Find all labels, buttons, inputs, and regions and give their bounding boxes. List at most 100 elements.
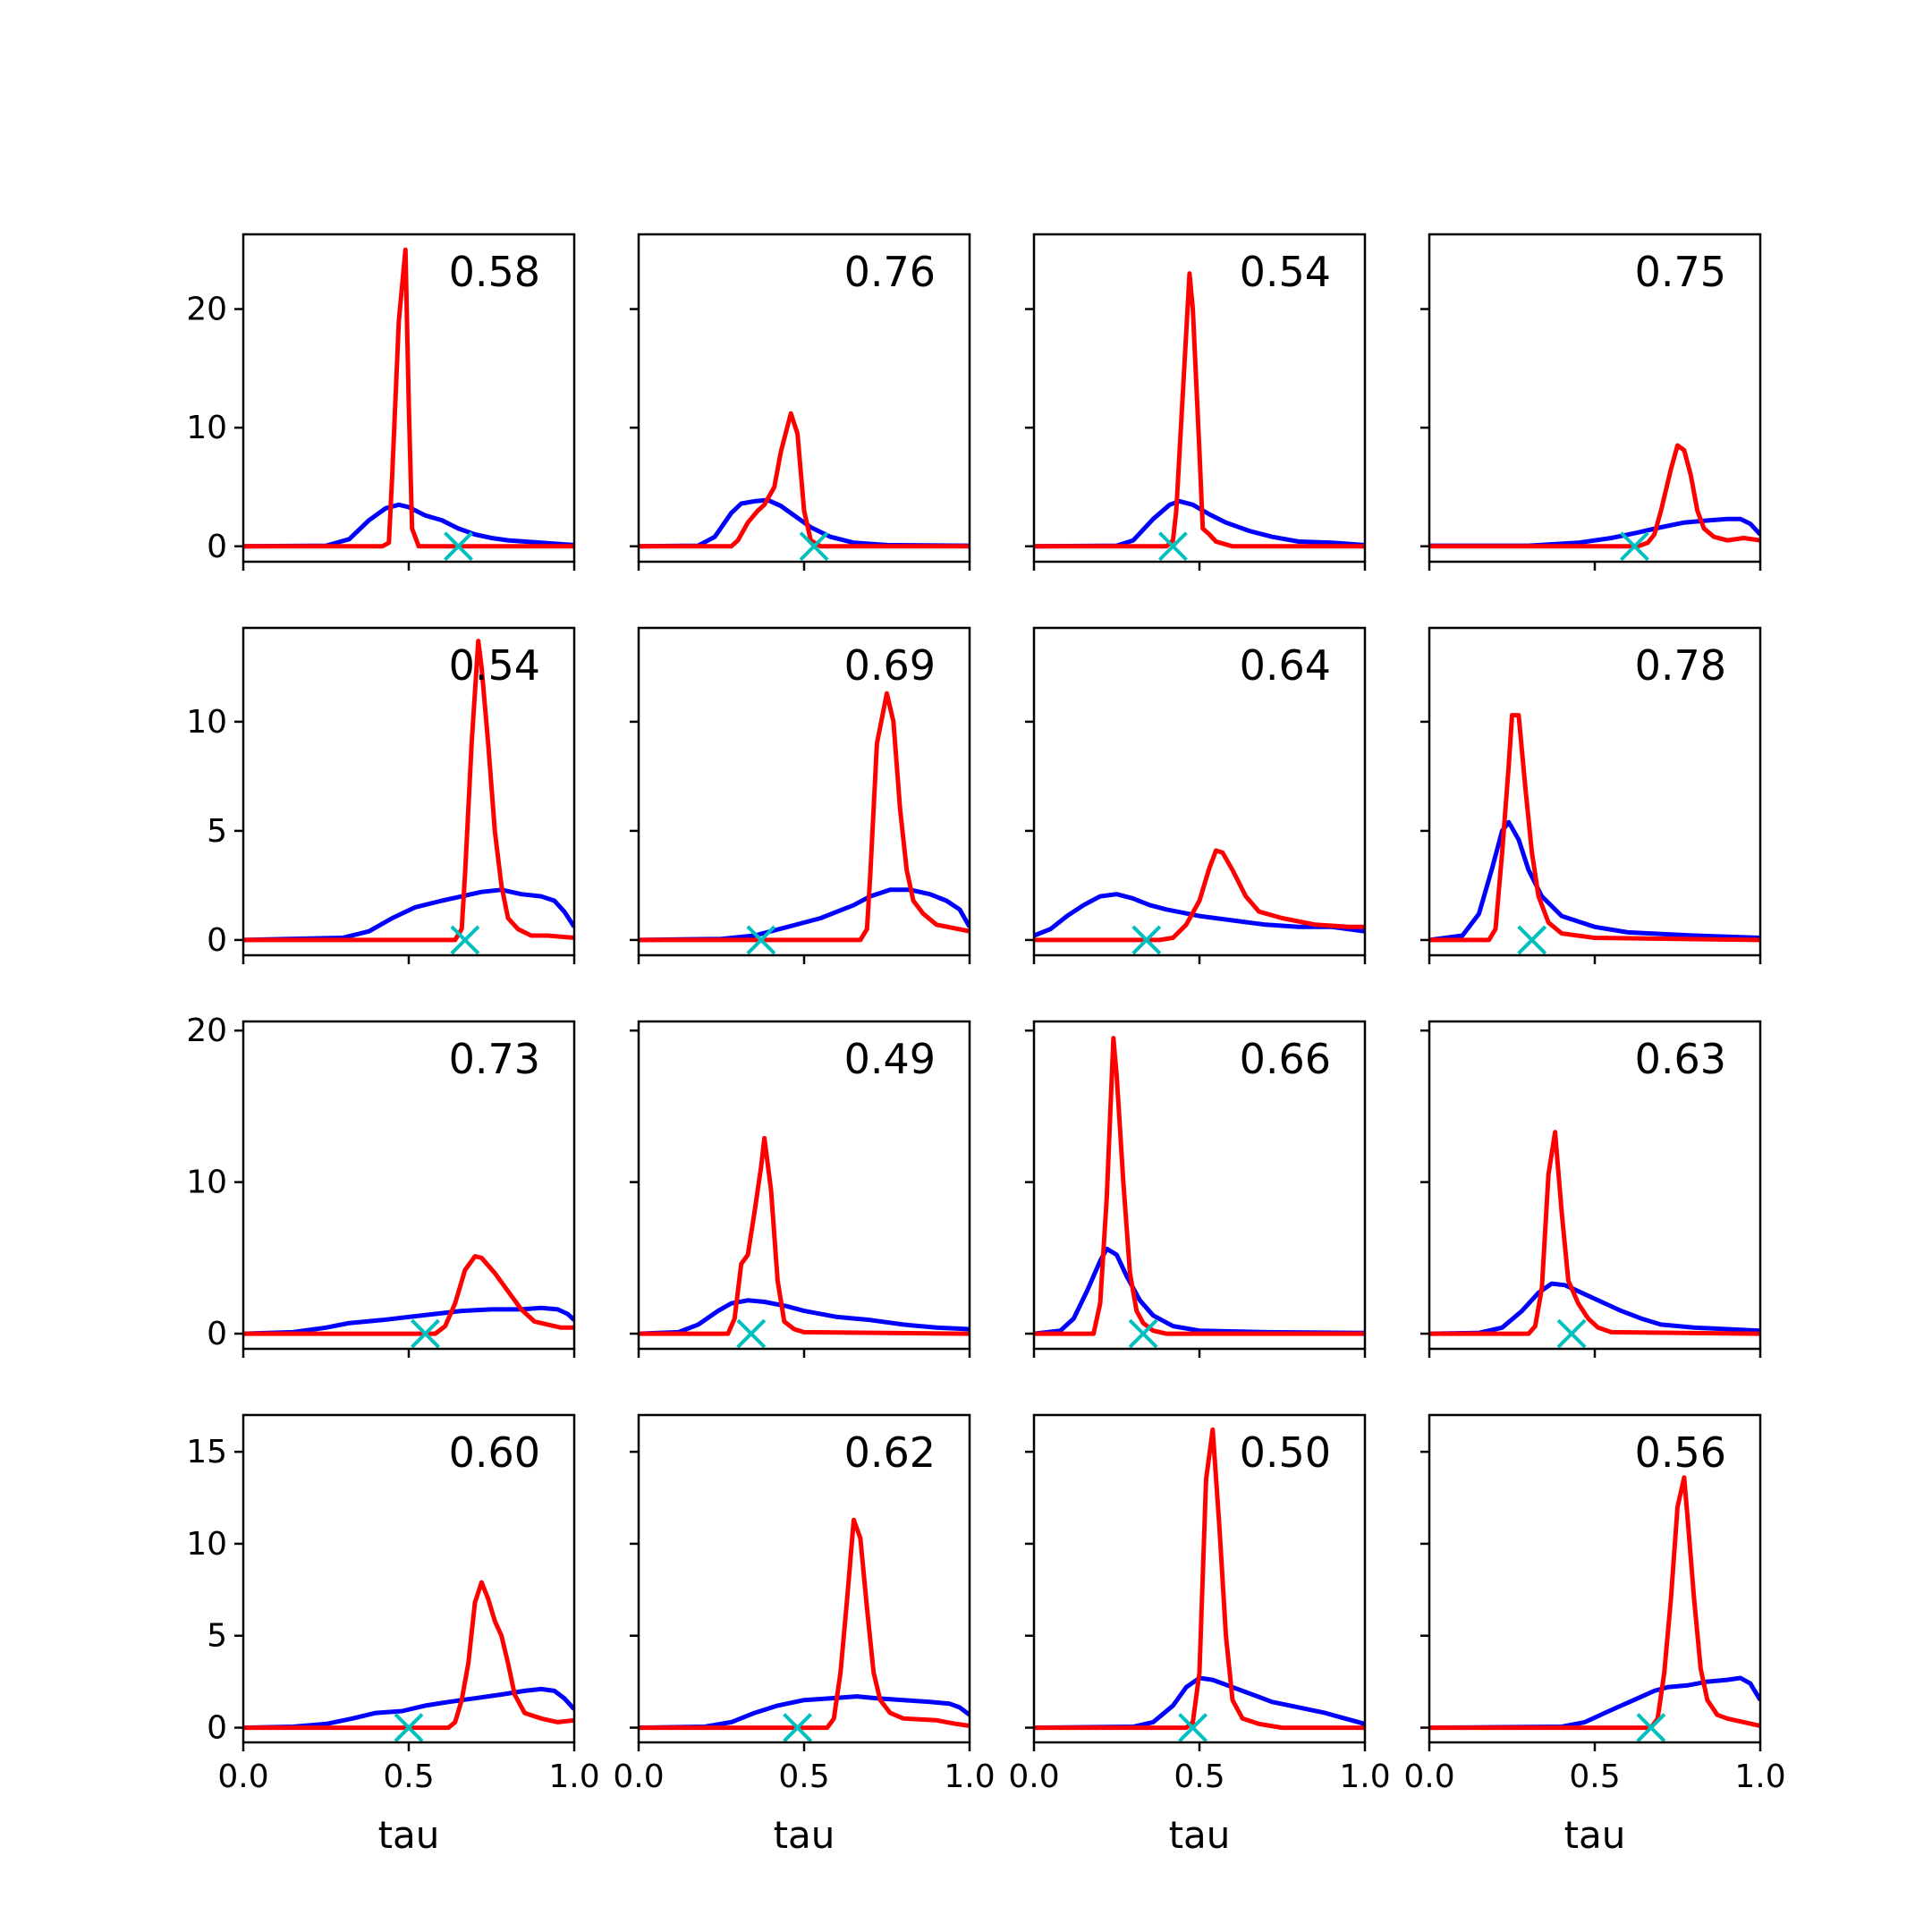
panel-13: 0 5 10 15 0.0 0.5 1.0 tau 0.60 — [186, 1413, 600, 1857]
panel-15: 0.0 0.5 1.0 tau 0.50 — [1008, 1413, 1391, 1857]
panel-7: 0.64 — [1025, 626, 1367, 964]
panel-12: 0.63 — [1420, 1020, 1762, 1358]
x-marker — [411, 1318, 440, 1349]
x-tick-label: 0.5 — [383, 1758, 434, 1795]
series-line-red — [243, 639, 574, 943]
x-marker — [746, 925, 776, 955]
panel-8: 0.78 — [1420, 626, 1762, 964]
series-line-blue — [243, 1686, 574, 1731]
panel-value-label: 0.50 — [1240, 1428, 1331, 1477]
panel-value-label: 0.76 — [844, 248, 936, 296]
series-line-red — [1034, 1427, 1365, 1731]
x-tick-label: 0.0 — [1008, 1758, 1059, 1795]
y-tick-label: 0 — [207, 529, 227, 565]
series-line-blue — [639, 1694, 970, 1731]
x-tick-label: 0.5 — [778, 1758, 829, 1795]
x-marker — [1178, 1713, 1208, 1742]
y-tick-label: 10 — [186, 704, 227, 741]
series-line-red — [243, 247, 574, 549]
panel-value-label: 0.78 — [1635, 641, 1726, 690]
series-line-blue — [1034, 892, 1365, 938]
x-tick-label: 1.0 — [1339, 1758, 1390, 1795]
series-line-red — [243, 1580, 574, 1731]
y-tick-label: 0 — [207, 922, 227, 959]
x-tick-label: 0.0 — [1403, 1758, 1454, 1795]
x-marker — [450, 925, 480, 955]
x-axis-label: tau — [774, 1813, 835, 1857]
panel-3: 0.54 — [1025, 233, 1367, 571]
series-line-red — [639, 1517, 970, 1731]
series-line-blue — [1034, 1675, 1365, 1731]
series-line-red — [1429, 713, 1760, 943]
panel-value-label: 0.62 — [844, 1428, 936, 1477]
panel-value-label: 0.66 — [1240, 1035, 1331, 1083]
x-tick-label: 1.0 — [1734, 1758, 1785, 1795]
panel-14: 0.0 0.5 1.0 tau 0.62 — [613, 1413, 996, 1857]
series-line-blue — [1034, 1246, 1365, 1336]
x-axis-label: tau — [1564, 1813, 1626, 1857]
x-marker — [1636, 1713, 1666, 1742]
series-line-blue — [1429, 819, 1760, 943]
panel-value-label: 0.64 — [1240, 641, 1331, 690]
panel-value-label: 0.49 — [844, 1035, 936, 1083]
panel-value-label: 0.75 — [1635, 248, 1726, 296]
series-line-red — [1034, 1036, 1365, 1336]
panel-value-label: 0.60 — [449, 1428, 540, 1477]
y-tick-label: 10 — [186, 1165, 227, 1201]
panel-1: 0 10 20 0.58 — [186, 233, 576, 571]
panel-value-label: 0.58 — [449, 248, 540, 296]
series-line-red — [1034, 271, 1365, 549]
panel-value-label: 0.73 — [449, 1035, 540, 1083]
x-tick-label: 0.0 — [613, 1758, 664, 1795]
panel-value-label: 0.54 — [449, 641, 540, 690]
x-marker — [1131, 925, 1162, 955]
series-line-red — [1429, 1130, 1760, 1336]
x-marker — [1517, 925, 1547, 955]
panel-value-label: 0.69 — [844, 641, 936, 690]
x-tick-label: 0.0 — [217, 1758, 268, 1795]
series-line-red — [243, 1254, 574, 1336]
x-marker — [1128, 1318, 1158, 1349]
x-marker — [1556, 1318, 1587, 1349]
x-tick-label: 0.5 — [1569, 1758, 1620, 1795]
series-line-red — [639, 1136, 970, 1336]
series-line-red — [639, 411, 970, 549]
y-tick-label: 0 — [207, 1710, 227, 1747]
y-tick-label: 20 — [186, 292, 227, 328]
x-marker — [783, 1713, 813, 1742]
x-marker — [799, 531, 829, 562]
series-line-blue — [243, 502, 574, 549]
panel-value-label: 0.63 — [1635, 1035, 1726, 1083]
y-tick-label: 0 — [207, 1316, 227, 1352]
x-tick-label: 1.0 — [548, 1758, 599, 1795]
x-axis-label: tau — [1169, 1813, 1231, 1857]
series-line-blue — [639, 1298, 970, 1336]
x-marker — [394, 1713, 424, 1742]
x-axis-label: tau — [378, 1813, 440, 1857]
x-marker — [736, 1318, 767, 1349]
y-tick-label: 10 — [186, 410, 227, 446]
panel-16: 0.0 0.5 1.0 tau 0.56 — [1403, 1413, 1786, 1857]
y-tick-label: 5 — [207, 813, 227, 850]
x-marker — [444, 531, 473, 562]
series-line-red — [1034, 848, 1365, 943]
series-line-red — [1429, 1475, 1760, 1731]
series-line-blue — [639, 887, 970, 943]
panel-grid: 0 10 20 0.58 0.76 0.54 0.75 0 5 10 0.54 0.69 0.64 0.7… — [186, 233, 1786, 1857]
series-line-blue — [243, 1305, 574, 1336]
series-line-blue — [1429, 516, 1760, 548]
x-tick-label: 1.0 — [944, 1758, 995, 1795]
y-tick-label: 20 — [186, 1013, 227, 1049]
series-line-red — [639, 691, 970, 943]
panel-2: 0.76 — [630, 233, 971, 571]
y-tick-label: 5 — [207, 1618, 227, 1655]
panel-6: 0.69 — [630, 626, 971, 964]
series-line-blue — [639, 497, 970, 549]
panel-4: 0.75 — [1420, 233, 1762, 571]
y-tick-label: 10 — [186, 1526, 227, 1563]
x-tick-label: 0.5 — [1174, 1758, 1224, 1795]
panel-value-label: 0.54 — [1240, 248, 1331, 296]
panel-10: 0.49 — [630, 1020, 971, 1358]
series-line-red — [1429, 443, 1760, 549]
